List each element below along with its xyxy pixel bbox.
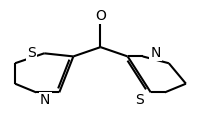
Text: N: N — [40, 93, 50, 107]
Text: O: O — [95, 9, 105, 23]
Text: S: S — [135, 93, 143, 107]
Text: S: S — [27, 46, 35, 60]
Text: N: N — [150, 46, 160, 60]
